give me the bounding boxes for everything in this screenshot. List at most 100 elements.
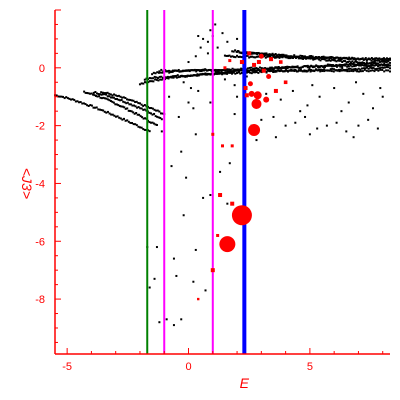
band-point — [266, 53, 269, 56]
band-point — [216, 72, 219, 75]
band-point — [246, 54, 249, 57]
band-point — [315, 64, 318, 67]
band-point — [229, 68, 232, 71]
band-point — [349, 64, 352, 67]
data-point — [180, 150, 183, 153]
band-point — [251, 51, 254, 54]
band-point — [358, 61, 361, 64]
band-point — [320, 58, 323, 61]
band-point — [264, 54, 267, 57]
band-point — [265, 52, 268, 55]
data-point — [172, 324, 175, 327]
band-point — [98, 108, 101, 111]
y-tick-label: -4 — [35, 178, 45, 190]
band-point — [354, 69, 357, 72]
band-point — [233, 55, 236, 58]
band-point — [301, 65, 304, 68]
band-point — [237, 55, 240, 58]
band-point — [138, 83, 141, 86]
band-point — [102, 96, 105, 99]
band-point — [373, 70, 376, 73]
band-point — [149, 112, 152, 115]
band-point — [325, 57, 328, 60]
band-point — [330, 65, 333, 68]
band-point — [376, 59, 379, 62]
band-point — [260, 71, 263, 74]
band-point — [265, 53, 268, 56]
band-point — [352, 62, 355, 65]
band-point — [237, 50, 240, 53]
band-point — [344, 69, 347, 72]
data-point — [379, 87, 382, 90]
band-point — [367, 67, 370, 70]
band-point — [199, 70, 202, 73]
band-point — [353, 63, 356, 66]
tick-labels: -5 0 5 0 -2 -4 -6 -8 — [35, 63, 313, 373]
band-point — [287, 55, 290, 58]
highlight-point — [210, 268, 215, 273]
data-point — [294, 121, 297, 124]
band-point — [246, 70, 249, 73]
band-point — [101, 91, 104, 94]
data-point — [216, 46, 219, 49]
band-point — [94, 91, 97, 94]
band-point — [84, 91, 87, 94]
band-point — [109, 100, 112, 103]
band-point — [257, 71, 260, 74]
band-point — [319, 56, 322, 59]
band-point — [311, 55, 314, 58]
band-point — [154, 72, 157, 75]
band-point — [235, 72, 238, 75]
band-point — [124, 107, 127, 110]
band-point — [347, 67, 350, 70]
band-point — [228, 70, 231, 73]
band-point — [302, 57, 305, 60]
band-point — [312, 58, 315, 61]
band-point — [350, 57, 353, 60]
band-point — [134, 123, 137, 126]
band-point — [111, 94, 114, 97]
band-point — [305, 65, 308, 68]
band-point — [357, 67, 360, 70]
band-point — [374, 62, 377, 65]
band-point — [204, 73, 207, 76]
highlight-point — [228, 59, 232, 63]
data-point — [233, 84, 236, 87]
band-point — [94, 106, 97, 109]
band-point — [341, 65, 344, 68]
data-point — [279, 98, 282, 101]
band-point — [232, 71, 235, 74]
band-point — [341, 60, 344, 63]
band-point — [351, 68, 354, 71]
band-point — [134, 101, 137, 104]
band-point — [113, 114, 116, 117]
band-point — [119, 95, 122, 98]
band-point — [168, 69, 171, 72]
band-point — [155, 123, 158, 126]
band-point — [253, 69, 256, 72]
data-point — [197, 35, 200, 38]
band-point — [347, 60, 350, 63]
band-point — [143, 104, 146, 107]
data-point — [316, 127, 319, 130]
band-point — [351, 57, 354, 60]
band-point — [299, 54, 302, 57]
band-point — [252, 67, 255, 70]
band-point — [103, 110, 106, 113]
band-point — [160, 112, 163, 115]
band-point — [375, 68, 378, 71]
band-point — [331, 64, 334, 67]
data-point — [194, 55, 197, 58]
band-point — [277, 66, 280, 69]
band-point — [152, 71, 155, 74]
band-point — [370, 61, 373, 64]
data-point — [219, 170, 222, 173]
band-point — [262, 67, 265, 70]
band-point — [223, 54, 226, 57]
band-point — [246, 67, 249, 70]
band-point — [278, 67, 281, 70]
band-point — [368, 62, 371, 65]
band-point — [267, 67, 270, 70]
band-point — [186, 74, 189, 77]
band-point — [359, 57, 362, 60]
